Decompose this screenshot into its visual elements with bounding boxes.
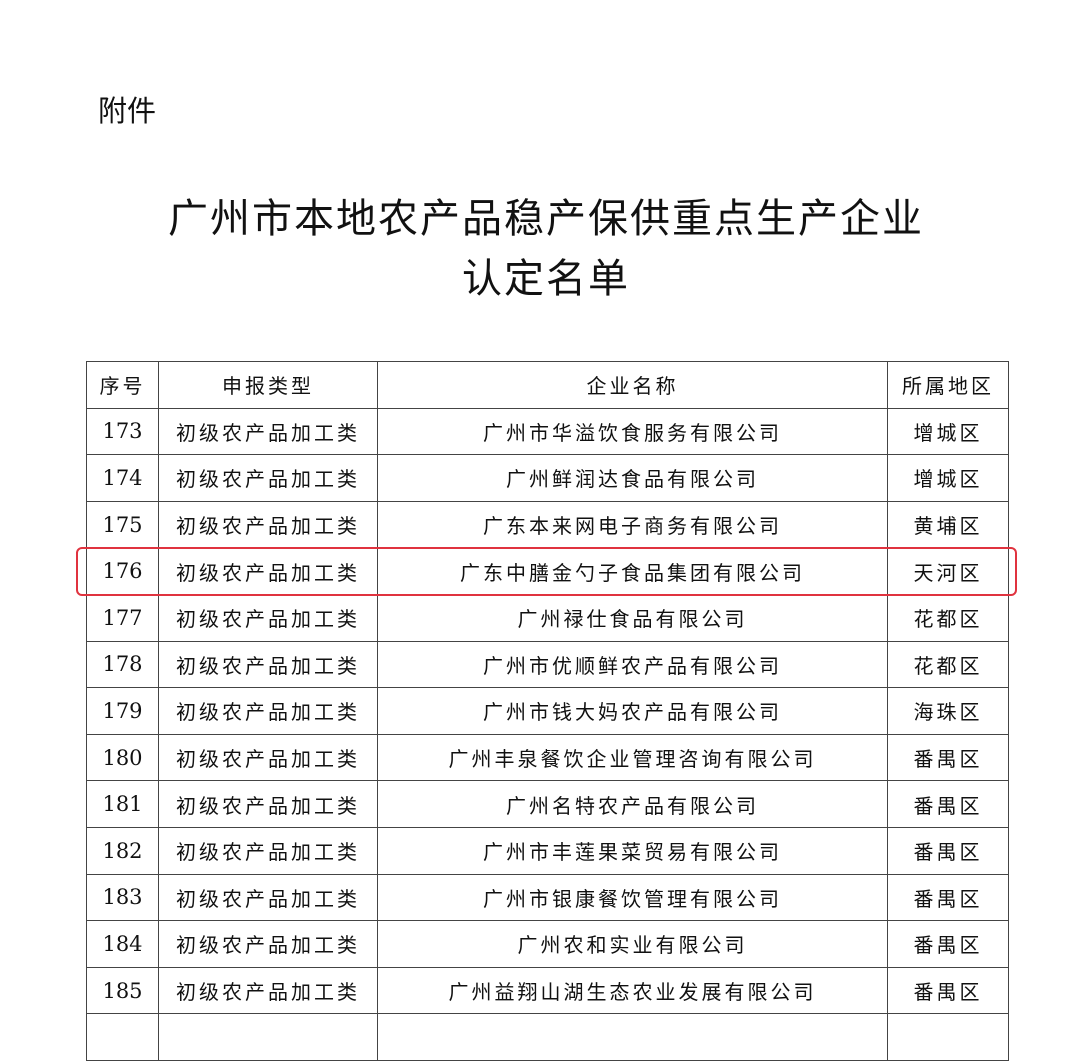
cell-district: 番禺区 xyxy=(887,780,1009,828)
cell-no: 174 xyxy=(86,454,159,502)
table-row: 182 初级农产品加工类 广州市丰莲果菜贸易有限公司 番禺区 xyxy=(86,826,1009,875)
cell-empty xyxy=(158,1013,378,1061)
cell-type: 初级农产品加工类 xyxy=(158,640,378,689)
cell-no: 184 xyxy=(86,920,159,968)
cell-no: 179 xyxy=(86,687,159,735)
table-row: 174 初级农产品加工类 广州鲜润达食品有限公司 增城区 xyxy=(86,454,1009,502)
cell-no: 181 xyxy=(86,780,159,828)
cell-type: 初级农产品加工类 xyxy=(158,733,378,782)
cell-type: 初级农产品加工类 xyxy=(158,500,378,549)
table-row: 184 初级农产品加工类 广州农和实业有限公司 番禺区 xyxy=(86,920,1009,968)
table-row: 178 初级农产品加工类 广州市优顺鲜农产品有限公司 花都区 xyxy=(86,640,1009,689)
cell-type: 初级农产品加工类 xyxy=(158,826,378,875)
header-district: 所属地区 xyxy=(887,361,1009,409)
cell-company: 广州禄仕食品有限公司 xyxy=(377,593,888,642)
cell-district: 增城区 xyxy=(887,407,1009,456)
cell-no: 182 xyxy=(86,826,159,875)
cell-district: 增城区 xyxy=(887,454,1009,502)
cell-district: 番禺区 xyxy=(887,826,1009,875)
table-row: 185 初级农产品加工类 广州益翔山湖生态农业发展有限公司 番禺区 xyxy=(86,966,1009,1015)
document-title-line-2: 认定名单 xyxy=(462,256,630,302)
cell-company: 广州益翔山湖生态农业发展有限公司 xyxy=(377,966,888,1015)
cell-company: 广州市丰莲果菜贸易有限公司 xyxy=(377,826,888,875)
cell-type: 初级农产品加工类 xyxy=(158,593,378,642)
table-row: 183 初级农产品加工类 广州市银康餐饮管理有限公司 番禺区 xyxy=(86,873,1009,922)
cell-no: 173 xyxy=(86,407,159,456)
cell-company: 广东本来网电子商务有限公司 xyxy=(377,500,888,549)
cell-company: 广州市银康餐饮管理有限公司 xyxy=(377,873,888,922)
cell-no: 180 xyxy=(86,733,159,782)
table-row: 175 初级农产品加工类 广东本来网电子商务有限公司 黄埔区 xyxy=(86,500,1009,549)
cell-type: 初级农产品加工类 xyxy=(158,920,378,968)
document-title-line-1: 广州市本地农产品稳产保供重点生产企业 xyxy=(168,196,924,242)
cell-no: 177 xyxy=(86,593,159,642)
header-company: 企业名称 xyxy=(377,361,888,409)
cell-type: 初级农产品加工类 xyxy=(158,407,378,456)
cell-company: 广州农和实业有限公司 xyxy=(377,920,888,968)
cell-no: 175 xyxy=(86,500,159,549)
header-no: 序号 xyxy=(86,361,159,409)
cell-district: 番禺区 xyxy=(887,966,1009,1015)
cell-company: 广州市钱大妈农产品有限公司 xyxy=(377,687,888,735)
cell-company: 广州市华溢饮食服务有限公司 xyxy=(377,407,888,456)
cell-company: 广州市优顺鲜农产品有限公司 xyxy=(377,640,888,689)
cell-no: 178 xyxy=(86,640,159,689)
cell-type: 初级农产品加工类 xyxy=(158,966,378,1015)
cell-district: 番禺区 xyxy=(887,873,1009,922)
table-row: 173 初级农产品加工类 广州市华溢饮食服务有限公司 增城区 xyxy=(86,407,1009,456)
table-row: 180 初级农产品加工类 广州丰泉餐饮企业管理咨询有限公司 番禺区 xyxy=(86,733,1009,782)
cell-no: 176 xyxy=(86,547,159,595)
header-type: 申报类型 xyxy=(158,361,378,409)
cell-district: 番禺区 xyxy=(887,920,1009,968)
cell-type: 初级农产品加工类 xyxy=(158,454,378,502)
cell-district: 番禺区 xyxy=(887,733,1009,782)
cell-empty xyxy=(377,1013,888,1061)
cell-empty xyxy=(887,1013,1009,1061)
cell-company: 广州丰泉餐饮企业管理咨询有限公司 xyxy=(377,733,888,782)
table-row-partial xyxy=(86,1013,1009,1061)
cell-type: 初级农产品加工类 xyxy=(158,687,378,735)
enterprise-list-table: 序号 申报类型 企业名称 所属地区 173 初级农产品加工类 广州市华溢饮食服务有限… xyxy=(86,361,1009,1061)
cell-district: 黄埔区 xyxy=(887,500,1009,549)
table-row: 181 初级农产品加工类 广州名特农产品有限公司 番禺区 xyxy=(86,780,1009,828)
cell-district: 花都区 xyxy=(887,640,1009,689)
cell-type: 初级农产品加工类 xyxy=(158,547,378,595)
cell-type: 初级农产品加工类 xyxy=(158,873,378,922)
cell-type: 初级农产品加工类 xyxy=(158,780,378,828)
cell-company: 广州名特农产品有限公司 xyxy=(377,780,888,828)
cell-district: 天河区 xyxy=(887,547,1009,595)
table-row: 176 初级农产品加工类 广东中膳金勺子食品集团有限公司 天河区 xyxy=(86,547,1009,595)
cell-company: 广州鲜润达食品有限公司 xyxy=(377,454,888,502)
cell-company: 广东中膳金勺子食品集团有限公司 xyxy=(377,547,888,595)
cell-no: 183 xyxy=(86,873,159,922)
cell-no: 185 xyxy=(86,966,159,1015)
table-header-row: 序号 申报类型 企业名称 所属地区 xyxy=(86,361,1009,409)
attachment-label: 附件 xyxy=(98,94,157,128)
table-row: 177 初级农产品加工类 广州禄仕食品有限公司 花都区 xyxy=(86,593,1009,642)
table-row: 179 初级农产品加工类 广州市钱大妈农产品有限公司 海珠区 xyxy=(86,687,1009,735)
cell-district: 海珠区 xyxy=(887,687,1009,735)
cell-empty xyxy=(86,1013,159,1061)
cell-district: 花都区 xyxy=(887,593,1009,642)
